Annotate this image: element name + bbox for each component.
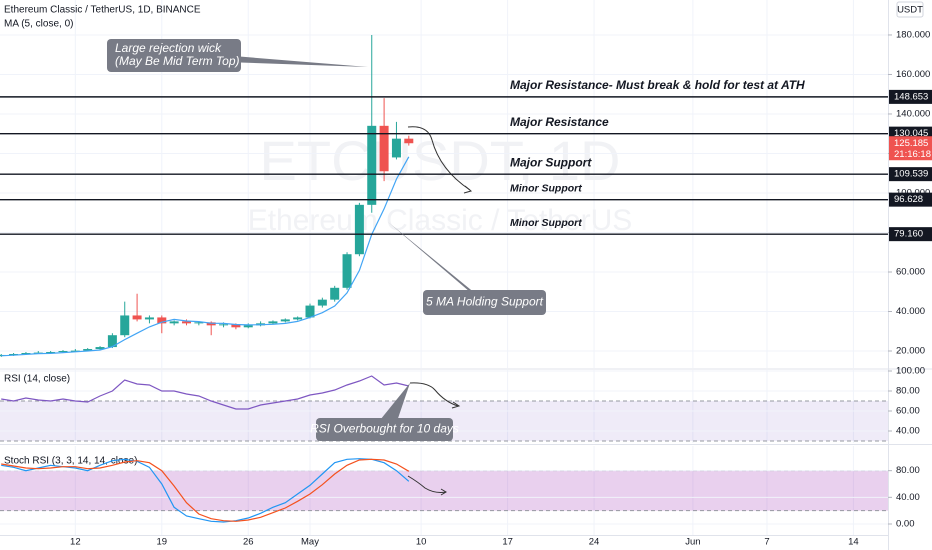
level-caption: Minor Support bbox=[510, 182, 582, 194]
x-tick-label: 10 bbox=[416, 537, 427, 548]
candle-body bbox=[330, 287, 340, 300]
watermark: Ethereum Classic / TetherUS bbox=[248, 204, 633, 237]
series-line bbox=[1, 458, 410, 523]
y-tick-label: 40.000 bbox=[896, 306, 925, 317]
y-tick-label: 80.00 bbox=[896, 465, 920, 476]
callout-text: RSI Overbought for 10 days bbox=[310, 422, 459, 436]
y-tick-label: 0.00 bbox=[896, 519, 915, 530]
level-tag-label: 130.045 bbox=[894, 128, 928, 139]
candle-body bbox=[70, 350, 80, 352]
x-tick-label: 24 bbox=[589, 537, 600, 548]
candle-body bbox=[9, 353, 19, 355]
candle-body bbox=[379, 125, 389, 172]
level-tag-label: 148.653 bbox=[894, 91, 928, 102]
series-line bbox=[1, 375, 409, 410]
watermark: ETCUSDT, 1D bbox=[260, 129, 621, 192]
y-tick-label: 40.00 bbox=[896, 426, 920, 437]
level-tag bbox=[889, 192, 932, 207]
callout-box bbox=[107, 39, 241, 72]
candle-body bbox=[367, 125, 377, 205]
y-tick-label: 80.00 bbox=[896, 386, 920, 397]
x-tick-label: 26 bbox=[243, 537, 254, 548]
callout-box bbox=[423, 290, 546, 315]
x-tick-label: 12 bbox=[70, 537, 81, 548]
level-caption: Major Support bbox=[510, 155, 592, 169]
candle-body bbox=[132, 315, 142, 320]
x-tick-label: May bbox=[301, 537, 319, 548]
rsi-projection-arrow bbox=[409, 382, 459, 407]
indicator-label: MA (5, close, 0) bbox=[4, 19, 73, 30]
currency-box[interactable] bbox=[896, 1, 924, 18]
candle-body bbox=[317, 299, 327, 306]
x-tick-label: 19 bbox=[157, 537, 168, 548]
candle-body bbox=[219, 324, 229, 326]
y-tick-label: 60.00 bbox=[896, 406, 920, 417]
candle-body bbox=[120, 315, 130, 336]
y-tick-label: 180.000 bbox=[896, 29, 930, 40]
candle-body bbox=[157, 317, 167, 324]
candle-body bbox=[268, 321, 278, 324]
candle-body bbox=[194, 322, 204, 324]
y-tick-label: 160.000 bbox=[896, 69, 930, 80]
level-tag bbox=[889, 227, 932, 242]
candle-body bbox=[354, 204, 364, 255]
callout-text: (May Be Mid Term Top) bbox=[115, 54, 239, 68]
candle-body bbox=[107, 335, 117, 348]
x-tick-label: 17 bbox=[502, 537, 513, 548]
callout-text: 5 MA Holding Support bbox=[426, 295, 544, 309]
y-tick-label: 100.00 bbox=[896, 366, 925, 377]
y-tick-label: 140.000 bbox=[896, 108, 930, 119]
candle-body bbox=[206, 322, 216, 326]
candle-body bbox=[58, 351, 68, 353]
level-tag-label: 96.628 bbox=[894, 194, 923, 205]
candle-body bbox=[280, 319, 290, 322]
candle-body bbox=[181, 321, 191, 324]
candle-body bbox=[391, 138, 401, 158]
rsi-title: RSI (14, close) bbox=[4, 374, 70, 385]
level-tag bbox=[889, 89, 932, 104]
candle-body bbox=[169, 321, 179, 324]
candle-body bbox=[231, 324, 241, 328]
price-tag-label: 125.185 bbox=[894, 138, 928, 149]
x-tick-label: 7 bbox=[764, 537, 769, 548]
stoch-title: Stoch RSI (3, 3, 14, 14, close) bbox=[4, 456, 137, 467]
callout-pointer bbox=[388, 222, 493, 308]
series-line bbox=[1, 156, 410, 357]
candle-body bbox=[46, 352, 56, 353]
arrow-head bbox=[463, 185, 473, 194]
level-tag-label: 79.160 bbox=[894, 229, 923, 240]
price-tag bbox=[889, 136, 932, 161]
projection-arrow bbox=[407, 126, 471, 191]
level-caption: Minor Support bbox=[510, 217, 582, 229]
series-line bbox=[1, 458, 410, 522]
candle-body bbox=[83, 349, 93, 351]
candle-body bbox=[243, 325, 253, 328]
y-tick-label: 20.000 bbox=[896, 346, 925, 357]
chart-title: Ethereum Classic / TetherUS, 1D, BINANCE bbox=[4, 5, 201, 16]
currency[interactable]: USDT bbox=[897, 5, 923, 16]
stoch-projection-arrow bbox=[407, 475, 447, 493]
arrow-head bbox=[451, 401, 461, 409]
candle-body bbox=[293, 317, 303, 320]
level-tag-label: 109.539 bbox=[894, 169, 928, 180]
candle-body bbox=[342, 254, 352, 288]
x-tick-label: Jun bbox=[685, 537, 700, 548]
candle-body bbox=[305, 305, 315, 318]
level-tag bbox=[889, 167, 932, 182]
level-caption: Major Resistance- Must break & hold for … bbox=[510, 78, 805, 92]
countdown: 21:16:18 bbox=[894, 149, 931, 160]
candle-body bbox=[21, 352, 31, 354]
x-tick-label: 14 bbox=[848, 537, 859, 548]
candle-body bbox=[404, 138, 414, 144]
callout-box bbox=[316, 418, 453, 441]
candle-body bbox=[144, 317, 154, 320]
y-tick-label: 60.000 bbox=[896, 267, 925, 278]
level-caption: Major Resistance bbox=[510, 115, 609, 129]
callout-text: Large rejection wick bbox=[115, 41, 222, 55]
y-tick-label: 40.00 bbox=[896, 492, 920, 503]
candle-body bbox=[95, 347, 105, 350]
arrow-head bbox=[440, 488, 447, 496]
